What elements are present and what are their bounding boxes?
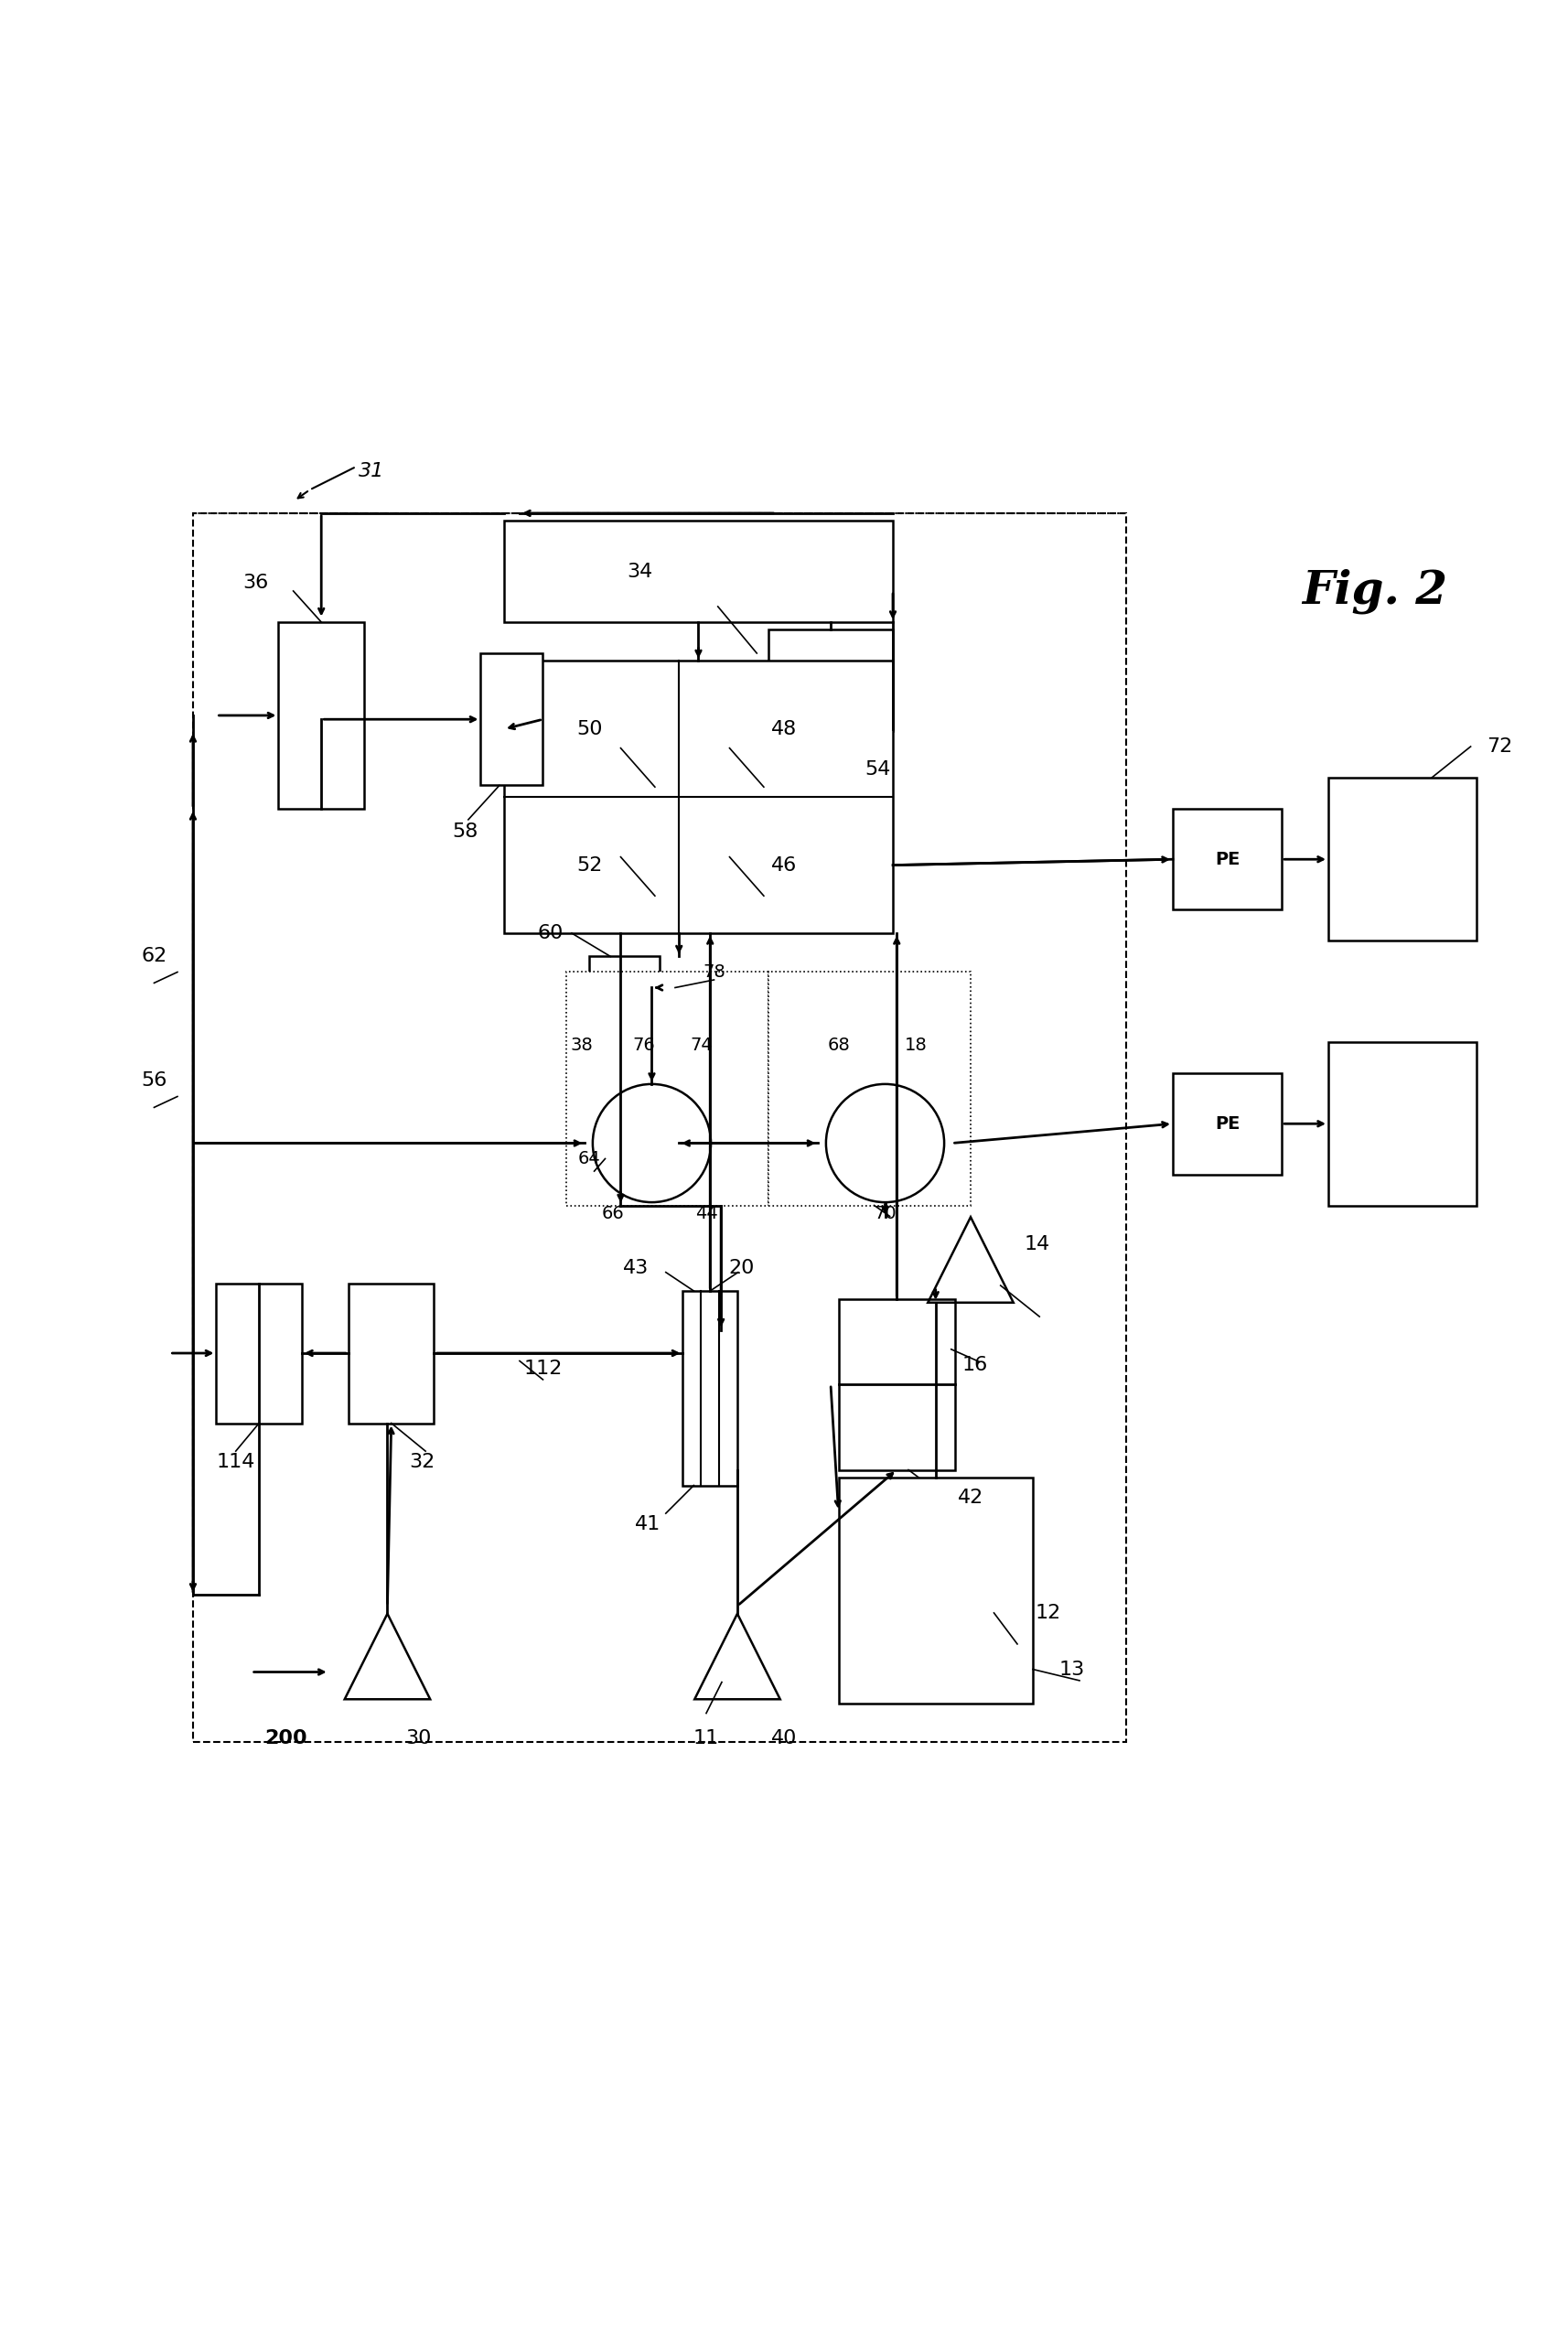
- Text: 66: 66: [602, 1204, 624, 1222]
- Bar: [1173, 810, 1281, 910]
- Text: 41: 41: [635, 1514, 660, 1533]
- Text: 14: 14: [1024, 1234, 1051, 1253]
- Text: 74: 74: [690, 1036, 713, 1055]
- Text: 56: 56: [141, 1071, 168, 1090]
- Text: 12: 12: [1035, 1603, 1062, 1621]
- Bar: [839, 1477, 1033, 1703]
- Text: 11: 11: [693, 1729, 720, 1747]
- Text: 38: 38: [571, 1036, 593, 1055]
- Bar: [566, 973, 768, 1206]
- Text: PE: PE: [1215, 852, 1240, 868]
- Bar: [193, 513, 1126, 1743]
- Text: PE: PE: [1215, 1115, 1240, 1132]
- Text: 32: 32: [409, 1453, 436, 1472]
- Bar: [481, 653, 543, 786]
- Text: 76: 76: [633, 1036, 655, 1055]
- Text: 20: 20: [728, 1257, 754, 1276]
- Text: 50: 50: [577, 721, 602, 737]
- Text: 30: 30: [406, 1729, 431, 1747]
- Bar: [1173, 1073, 1281, 1173]
- Text: 200: 200: [265, 1729, 307, 1747]
- Text: 43: 43: [624, 1257, 649, 1276]
- Bar: [279, 623, 364, 810]
- Text: 64: 64: [579, 1150, 601, 1166]
- Text: 114: 114: [216, 1453, 256, 1472]
- Text: 54: 54: [864, 761, 891, 779]
- Bar: [590, 957, 660, 1020]
- Text: 42: 42: [958, 1488, 983, 1507]
- Text: 112: 112: [524, 1360, 563, 1379]
- Text: 62: 62: [141, 947, 168, 966]
- Text: 72: 72: [1486, 737, 1513, 756]
- Bar: [503, 520, 892, 623]
- Text: 31: 31: [359, 462, 384, 481]
- Text: 36: 36: [243, 574, 268, 593]
- Text: 78: 78: [702, 964, 726, 980]
- Text: 44: 44: [695, 1204, 718, 1222]
- Bar: [503, 660, 892, 933]
- Text: 58: 58: [452, 824, 478, 842]
- Text: 40: 40: [771, 1729, 797, 1747]
- Bar: [684, 1290, 737, 1486]
- Text: 16: 16: [961, 1355, 988, 1374]
- Bar: [1328, 777, 1475, 940]
- Text: 48: 48: [771, 721, 797, 737]
- Text: 13: 13: [1058, 1661, 1085, 1677]
- Text: 68: 68: [826, 1036, 850, 1055]
- Text: 52: 52: [577, 856, 602, 875]
- Text: Fig. 2: Fig. 2: [1303, 569, 1447, 614]
- Bar: [216, 1283, 303, 1423]
- Bar: [768, 630, 892, 730]
- Text: 34: 34: [627, 562, 652, 581]
- Text: 70: 70: [873, 1204, 897, 1222]
- Bar: [768, 973, 971, 1206]
- Bar: [1328, 1043, 1475, 1206]
- Text: 60: 60: [538, 924, 563, 943]
- Text: 46: 46: [771, 856, 797, 875]
- Bar: [839, 1299, 955, 1470]
- Bar: [348, 1283, 434, 1423]
- Text: 18: 18: [905, 1036, 928, 1055]
